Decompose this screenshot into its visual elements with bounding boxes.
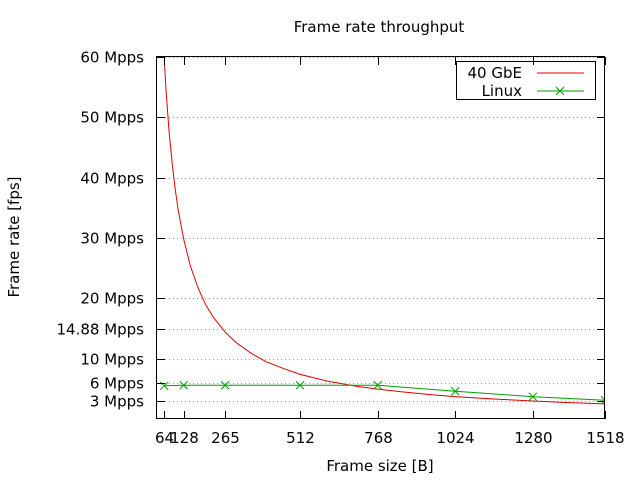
- y-tick-label: 30 Mpps: [80, 230, 144, 248]
- x-marker: [450, 386, 460, 396]
- x-marker: [528, 392, 538, 402]
- grid-layer: [157, 57, 605, 402]
- y-tick-label: 6 Mpps: [90, 375, 144, 393]
- x-axis-label: Frame size [B]: [326, 457, 433, 475]
- y-tick-label: 20 Mpps: [80, 290, 144, 308]
- x-tick-label: 768: [364, 429, 393, 447]
- y-tick-label: 14.88 Mpps: [56, 321, 144, 339]
- x-marker-stroke: [295, 380, 305, 390]
- series-line-2: [164, 384, 605, 401]
- plot-frame: [156, 56, 605, 419]
- x-tick-label: 64: [155, 429, 174, 447]
- x-marker-stroke: [600, 399, 605, 405]
- y-tick-label: 40 Mpps: [80, 170, 144, 188]
- x-marker: [179, 380, 189, 390]
- series-line-1: [163, 59, 605, 405]
- x-marker-stroke: [179, 380, 189, 390]
- x-tick-label: 128: [170, 429, 199, 447]
- x-marker-stroke: [373, 380, 383, 390]
- x-marker-stroke: [528, 392, 538, 402]
- y-axis-label: Frame rate [fps]: [5, 176, 23, 297]
- x-tick-label: 512: [286, 429, 315, 447]
- x-tick-label: 1518: [586, 429, 624, 447]
- x-marker-stroke: [600, 395, 605, 402]
- y-tick-label: 60 Mpps: [80, 49, 144, 67]
- x-tick-label: 1024: [436, 429, 474, 447]
- x-marker: [295, 380, 305, 390]
- legend-label: Linux: [482, 82, 523, 100]
- chart-title: Frame rate throughput: [294, 18, 465, 36]
- x-marker: [220, 380, 230, 390]
- legend-label: 40 GbE: [468, 64, 522, 82]
- y-tick-label: 50 Mpps: [80, 109, 144, 127]
- legend-box: [456, 61, 596, 100]
- x-marker-stroke: [555, 86, 565, 96]
- y-tick-label: 10 Mpps: [80, 351, 144, 369]
- x-tick-label: 1280: [514, 429, 552, 447]
- x-marker-stroke: [450, 386, 460, 396]
- x-tick-label: 265: [211, 429, 240, 447]
- x-marker: [373, 380, 383, 390]
- x-marker: [600, 395, 605, 405]
- y-tick-label: 3 Mpps: [90, 393, 144, 411]
- x-marker-stroke: [159, 381, 169, 391]
- x-marker-stroke: [220, 380, 230, 390]
- series-layer: [159, 59, 605, 405]
- x-marker: [555, 86, 565, 96]
